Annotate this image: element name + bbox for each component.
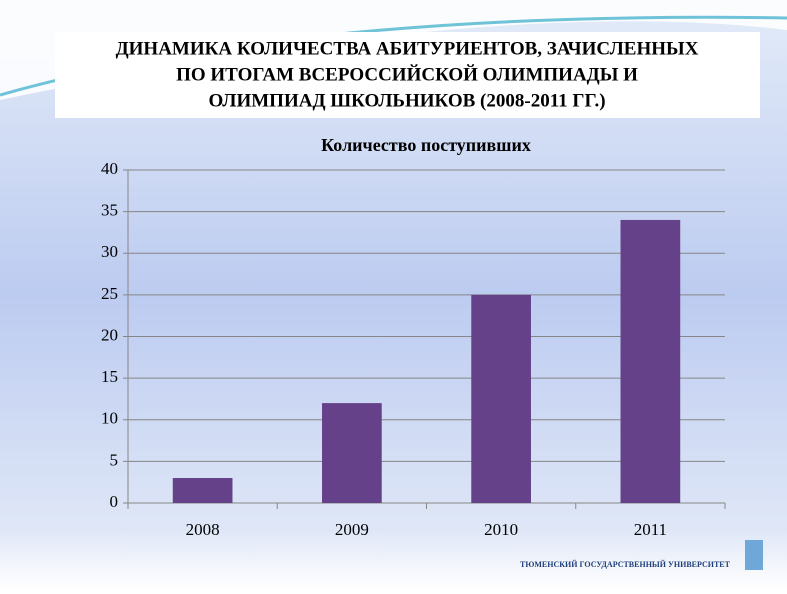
slide-title: ДИНАМИКА КОЛИЧЕСТВА АБИТУРИЕНТОВ, ЗАЧИСЛ… [116,38,699,59]
y-tick-label: 20 [101,325,118,344]
x-tick-label: 2011 [634,520,667,539]
y-tick-label: 25 [101,284,118,303]
x-tick-label: 2008 [186,520,220,539]
y-tick-label: 10 [101,409,118,428]
decor [0,0,787,100]
bar [322,403,382,503]
bar [471,294,531,503]
y-tick-label: 35 [101,201,118,220]
y-tick-label: 0 [110,492,119,511]
footer: ТЮМЕНСКИЙ ГОСУДАРСТВЕННЫЙ УНИВЕРСИТЕТ [520,560,731,569]
chart-title: Количество поступивших [321,135,531,155]
y-tick-label: 15 [101,367,118,386]
title-box [55,32,760,118]
y-tick-label: 30 [101,242,118,261]
slide-title: ОЛИМПИАД ШКОЛЬНИКОВ (2008-2011 ГГ.) [208,90,605,111]
bar [172,478,233,503]
bar [620,219,681,503]
y-tick-label: 40 [101,159,118,178]
logo [745,540,763,570]
x-tick-label: 2009 [335,520,369,539]
slide-title: ПО ИТОГАМ ВСЕРОССИЙСКОЙ ОЛИМПИАДЫ И [176,63,638,85]
y-tick-label: 5 [110,450,119,469]
x-tick-label: 2010 [484,520,518,539]
